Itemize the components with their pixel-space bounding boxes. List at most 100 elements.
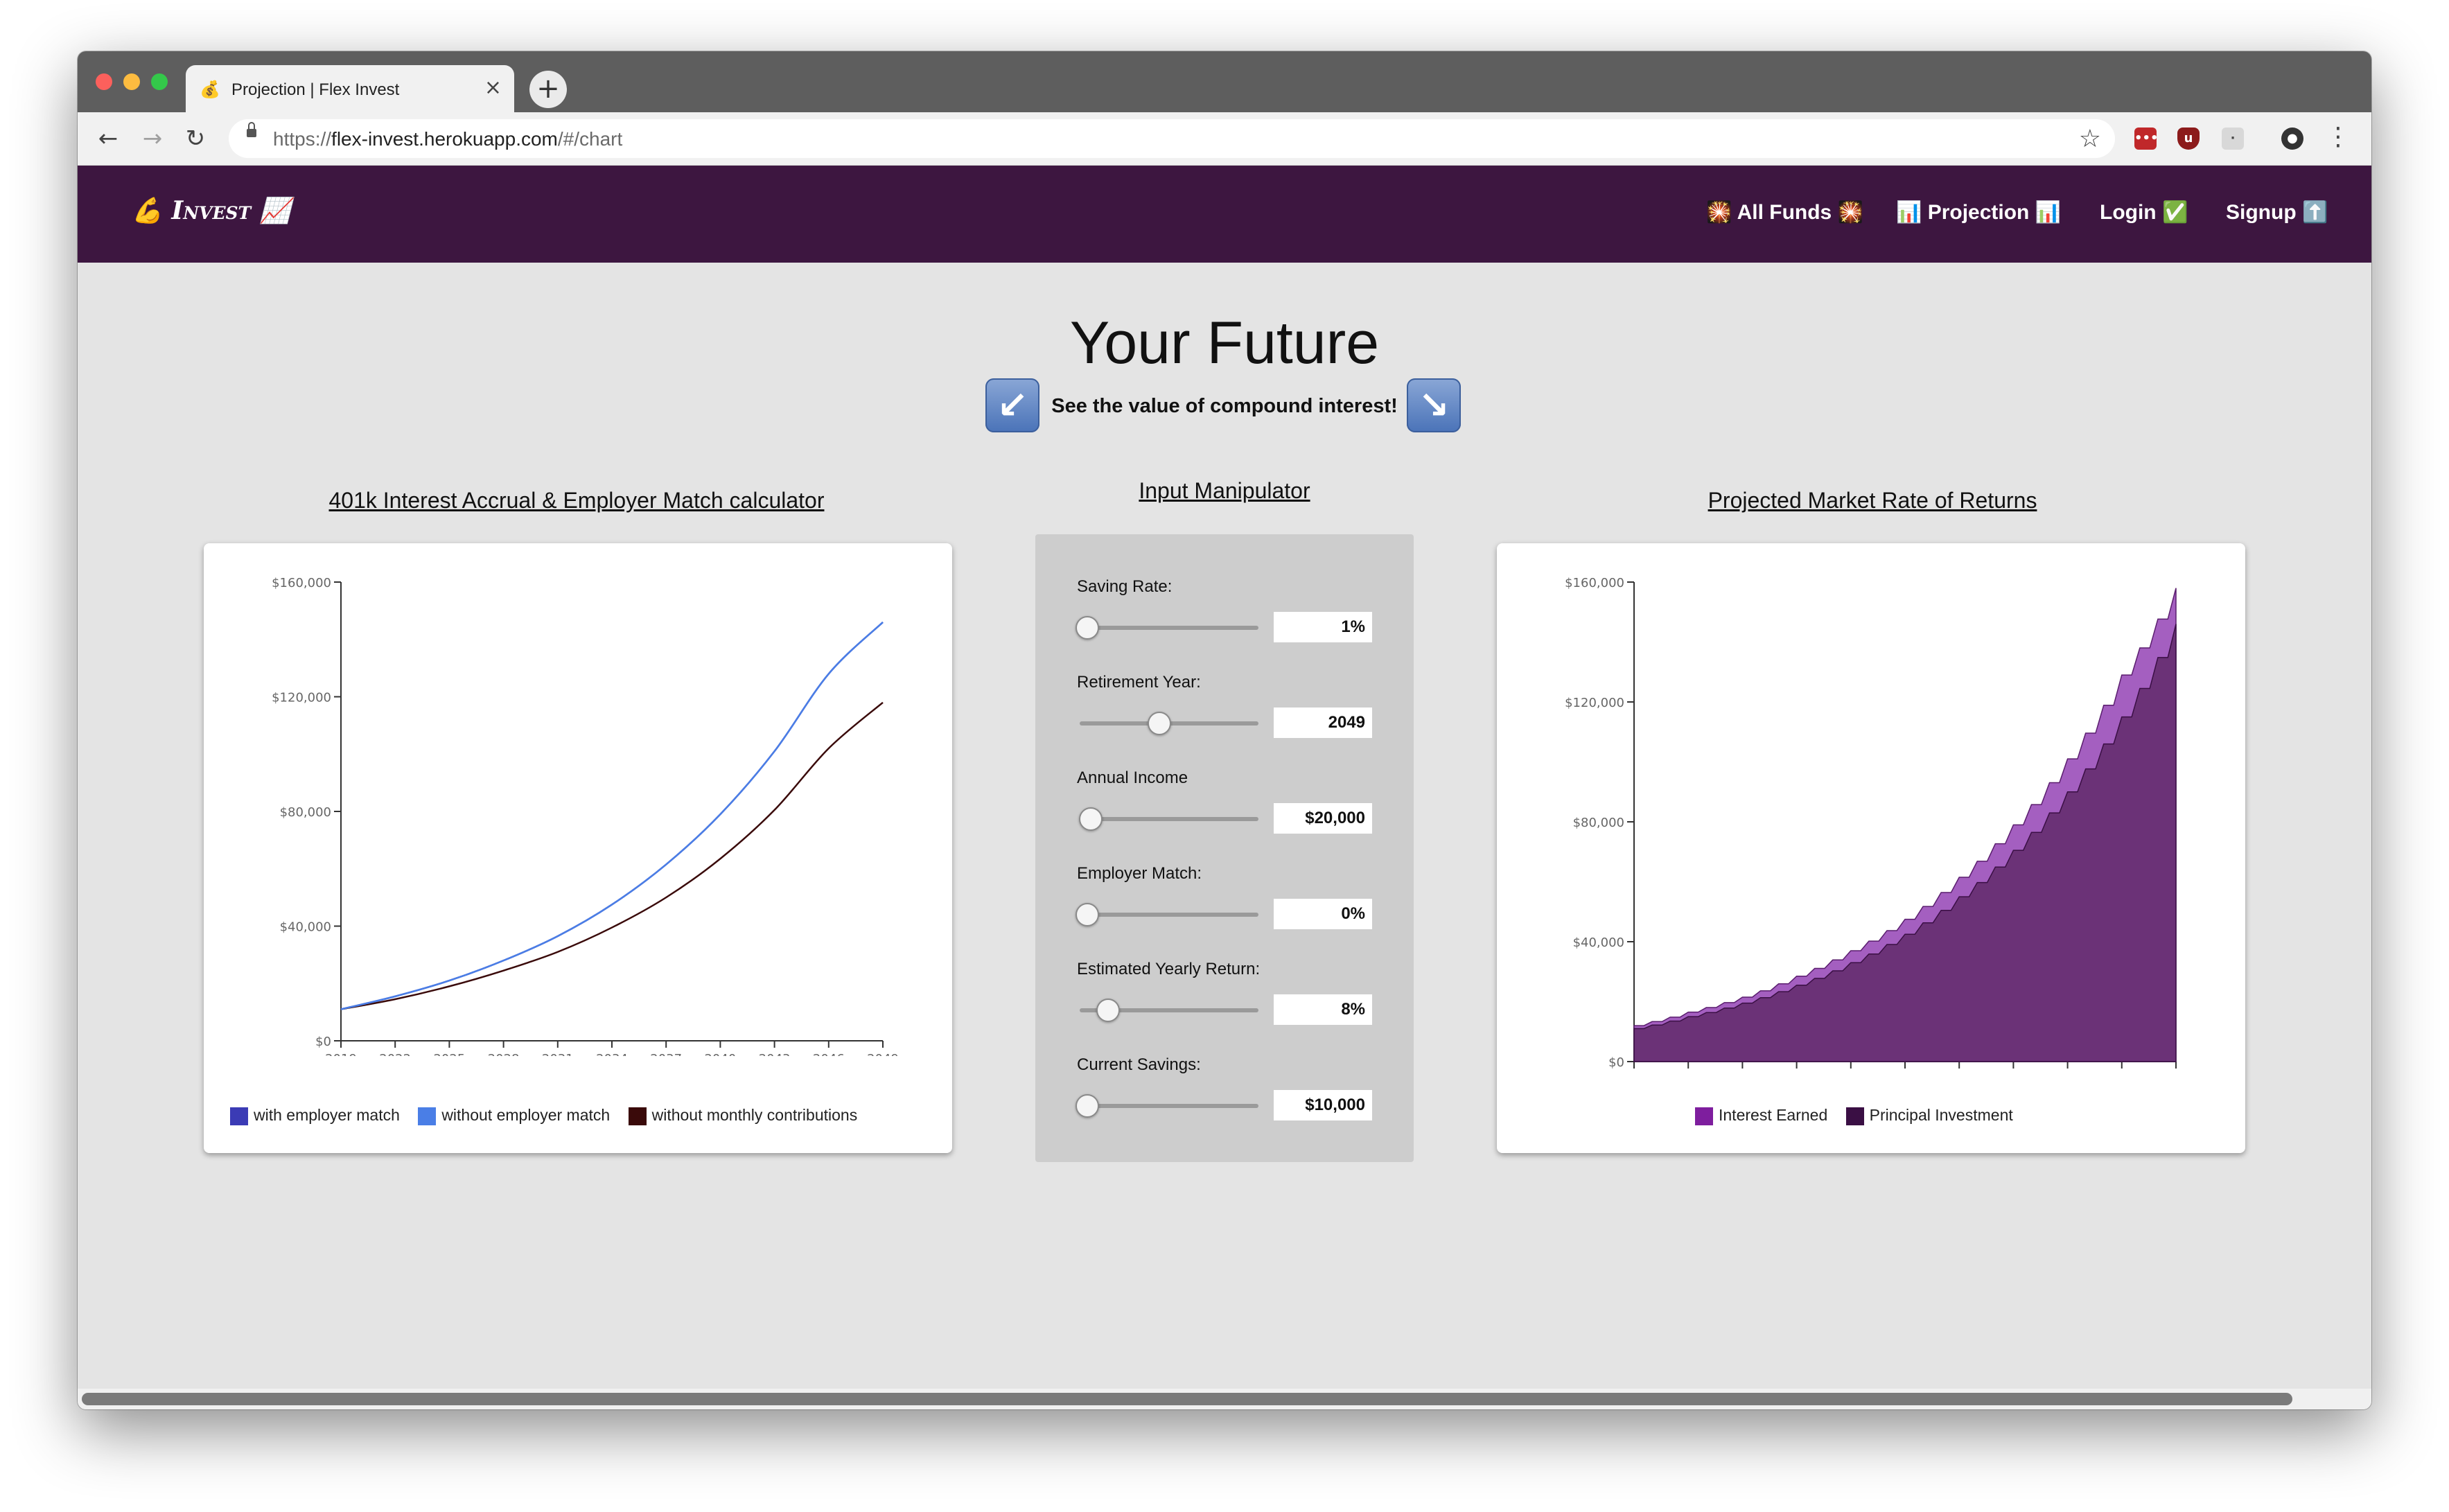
control-value-input[interactable]: 8% xyxy=(1274,994,1372,1025)
slider-thumb[interactable] xyxy=(1076,1094,1099,1118)
brand-logo[interactable]: 💪 Invest 📈 xyxy=(132,196,291,225)
control-label: Annual Income xyxy=(1077,768,1188,787)
x-tick-label: 2040 xyxy=(704,1052,736,1056)
extension-icon[interactable]: · xyxy=(2222,128,2244,150)
address-bar[interactable]: https://flex-invest.herokuapp.com/#/char… xyxy=(229,119,2115,158)
control-label: Saving Rate: xyxy=(1077,577,1173,596)
close-window-button[interactable] xyxy=(96,73,112,90)
tab-title: Projection | Flex Invest xyxy=(231,80,400,99)
profile-avatar-icon[interactable]: ● xyxy=(2281,128,2303,150)
lock-icon xyxy=(247,122,256,137)
minimize-window-button[interactable] xyxy=(123,73,140,90)
x-tick-label: 2028 xyxy=(488,1052,520,1056)
url-text[interactable]: https://flex-invest.herokuapp.com/#/char… xyxy=(273,128,623,150)
money-bag-icon: 💰 xyxy=(200,80,220,99)
control-label: Retirement Year: xyxy=(1077,673,1201,692)
y-tick-label: $40,000 xyxy=(1573,935,1624,950)
nav-projection[interactable]: 📊 Projection 📊 xyxy=(1896,201,2062,224)
nav-login[interactable]: Login ✅ xyxy=(2100,201,2188,224)
legend-label: with employer match xyxy=(254,1106,400,1124)
browser-tab[interactable]: 💰 Projection | Flex Invest × xyxy=(186,65,514,112)
input-manipulator-title: Input Manipulator xyxy=(1139,478,1310,503)
down-left-arrow-icon: ↙ xyxy=(985,378,1039,432)
control-value-input[interactable]: 0% xyxy=(1274,899,1372,929)
y-tick-label: $120,000 xyxy=(272,691,331,705)
y-tick-label: $160,000 xyxy=(272,576,331,590)
control-value-input[interactable]: $20,000 xyxy=(1274,803,1372,834)
legend-label: Principal Investment xyxy=(1869,1106,2013,1124)
browser-window: 💰 Projection | Flex Invest × + ← → ↻ htt… xyxy=(78,51,2371,1409)
y-tick-label: $120,000 xyxy=(1565,696,1624,710)
nav-all-funds[interactable]: 🎇 All Funds 🎇 xyxy=(1706,201,1863,224)
control-label: Current Savings: xyxy=(1077,1055,1201,1074)
browser-toolbar: ← → ↻ https://flex-invest.herokuapp.com/… xyxy=(78,112,2371,166)
page-subtitle: See the value of compound interest! xyxy=(1051,395,1398,417)
y-tick-label: $0 xyxy=(1608,1055,1624,1070)
interest-accrual-line-chart: $0 $40,000 $80,000 $120,000 $160,000 2019 2022… xyxy=(272,576,899,1056)
slider-thumb[interactable] xyxy=(1078,807,1103,831)
legend-item: with employer match xyxy=(230,1106,400,1125)
legend-item: without monthly contributions xyxy=(628,1106,858,1125)
legend-item: without employer match xyxy=(418,1106,610,1125)
control-value-input[interactable]: $10,000 xyxy=(1274,1090,1372,1120)
x-tick-label: 2037 xyxy=(650,1052,682,1056)
slider-track[interactable] xyxy=(1080,1008,1258,1012)
control-label: Employer Match: xyxy=(1077,864,1202,883)
series-line-with-employer-match xyxy=(340,622,884,1010)
control-value-input[interactable]: 1% xyxy=(1274,612,1372,642)
slider-thumb[interactable] xyxy=(1147,712,1171,735)
legend-swatch xyxy=(1695,1107,1713,1125)
extension-lastpass-icon[interactable]: ••• xyxy=(2134,128,2159,150)
legend-label: Interest Earned xyxy=(1719,1106,1828,1124)
right-chart-title: Projected Market Rate of Returns xyxy=(1708,488,2037,513)
control-label: Estimated Yearly Return: xyxy=(1077,960,1261,978)
legend-swatch xyxy=(628,1107,647,1125)
x-tick-label: 2049 xyxy=(867,1052,899,1056)
left-chart-title: 401k Interest Accrual & Employer Match c… xyxy=(328,488,825,513)
legend-swatch xyxy=(418,1107,437,1125)
slider-track[interactable] xyxy=(1080,1104,1258,1108)
down-right-arrow-icon: ↘ xyxy=(1407,378,1461,432)
x-tick-label: 2043 xyxy=(759,1052,791,1056)
horizontal-scrollbar-thumb[interactable] xyxy=(82,1393,2292,1405)
series-line-without-employer-match xyxy=(340,622,884,1010)
nav-signup[interactable]: Signup ⬆️ xyxy=(2226,201,2328,224)
slider-thumb[interactable] xyxy=(1096,999,1120,1022)
forward-icon[interactable]: → xyxy=(142,125,163,152)
x-tick-label: 2022 xyxy=(379,1052,411,1056)
browser-menu-icon[interactable]: ⋮ xyxy=(2326,123,2351,151)
bookmark-star-icon[interactable]: ☆ xyxy=(2078,125,2101,153)
x-tick-label: 2019 xyxy=(325,1052,357,1056)
y-tick-label: $40,000 xyxy=(280,920,331,935)
slider-track[interactable] xyxy=(1080,817,1258,821)
x-tick-label: 2034 xyxy=(596,1052,628,1056)
legend-label: without monthly contributions xyxy=(651,1106,858,1124)
legend-item: Interest Earned xyxy=(1695,1106,1827,1125)
site-navbar: 💪 Invest 📈 🎇 All Funds 🎇 📊 Projection 📊 … xyxy=(78,166,2371,263)
reload-icon[interactable]: ↻ xyxy=(185,125,206,152)
slider-track[interactable] xyxy=(1080,913,1258,917)
extension-ublock-icon[interactable]: u xyxy=(2177,128,2200,150)
x-tick-label: 2046 xyxy=(813,1052,845,1056)
interest-accrual-chart-card: $0 $40,000 $80,000 $120,000 $160,000 2019 2022… xyxy=(204,543,952,1153)
series-line-without-monthly-contributions xyxy=(340,701,884,1010)
y-tick-label: $0 xyxy=(315,1035,331,1049)
slider-thumb[interactable] xyxy=(1076,903,1099,926)
back-icon[interactable]: ← xyxy=(98,125,119,152)
page-title: Your Future xyxy=(1069,310,1380,376)
tab-strip: 💰 Projection | Flex Invest × + xyxy=(78,51,2371,112)
slider-thumb[interactable] xyxy=(1076,616,1099,640)
legend-item: Principal Investment xyxy=(1845,1106,2013,1125)
horizontal-scrollbar[interactable] xyxy=(78,1389,2371,1409)
maximize-window-button[interactable] xyxy=(151,73,168,90)
right-chart-legend: Interest Earned Principal Investment xyxy=(1695,1106,2027,1125)
close-tab-icon[interactable]: × xyxy=(484,76,502,100)
legend-label: without employer match xyxy=(441,1106,611,1124)
y-tick-label: $160,000 xyxy=(1565,576,1624,590)
legend-swatch xyxy=(1845,1107,1864,1125)
y-tick-label: $80,000 xyxy=(1573,816,1624,830)
slider-track[interactable] xyxy=(1080,626,1258,630)
control-value-input[interactable]: 2049 xyxy=(1274,707,1372,738)
new-tab-button[interactable]: + xyxy=(529,71,567,108)
principal-investment-area xyxy=(1633,624,2177,1062)
